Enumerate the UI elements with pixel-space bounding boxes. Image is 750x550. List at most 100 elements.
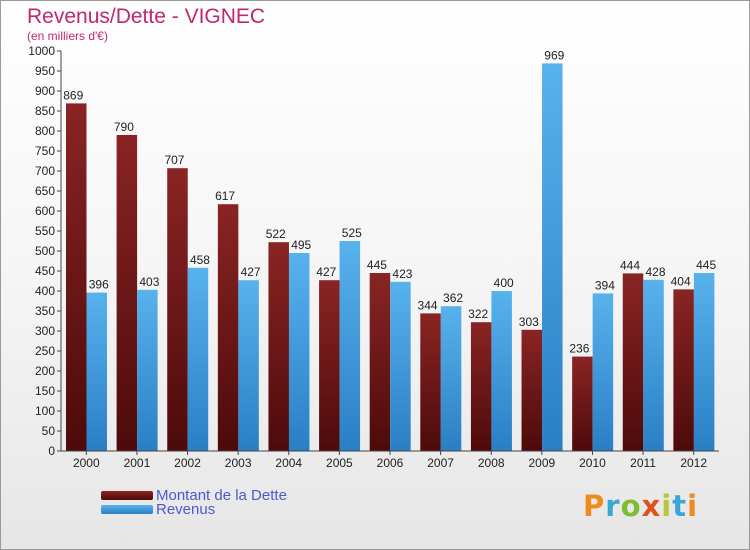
x-tick-label-2011: 2011 bbox=[630, 456, 656, 470]
bar-dette-2002 bbox=[167, 168, 188, 451]
x-tick-label-2002: 2002 bbox=[174, 456, 201, 470]
y-tick-label: 950 bbox=[35, 64, 55, 78]
data-label-revenus-2011: 428 bbox=[646, 265, 666, 279]
y-tick-label: 550 bbox=[35, 224, 55, 238]
y-tick-label: 1000 bbox=[28, 44, 55, 58]
x-tick-label-2010: 2010 bbox=[579, 456, 606, 470]
data-label-revenus-2005: 525 bbox=[342, 226, 362, 240]
bar-revenus-2002 bbox=[187, 267, 209, 451]
data-label-revenus-2003: 427 bbox=[241, 265, 261, 279]
y-tick-label: 300 bbox=[35, 324, 55, 338]
x-tick-label-2003: 2003 bbox=[225, 456, 252, 470]
y-tick-label: 500 bbox=[35, 244, 55, 258]
bar-revenus-2009 bbox=[542, 63, 563, 452]
y-tick-label: 100 bbox=[35, 404, 55, 418]
bar-dette-2004 bbox=[268, 242, 289, 451]
y-tick-label: 650 bbox=[35, 184, 55, 198]
bar-dette-2007 bbox=[420, 313, 441, 451]
bar-dette-2001 bbox=[116, 135, 138, 451]
y-tick-label: 200 bbox=[35, 364, 55, 378]
data-label-revenus-2012: 445 bbox=[696, 258, 716, 272]
legend-swatch-dette bbox=[101, 490, 153, 500]
y-tick-label: 250 bbox=[35, 344, 55, 358]
y-tick-label: 900 bbox=[35, 84, 55, 98]
logo-letter: i bbox=[661, 489, 673, 523]
bar-dette-2000 bbox=[66, 103, 87, 452]
legend-label-dette: Montant de la Dette bbox=[156, 486, 287, 504]
data-label-dette-2010: 236 bbox=[569, 342, 589, 356]
x-tick-label-2009: 2009 bbox=[528, 456, 555, 470]
bar-dette-2006 bbox=[369, 273, 391, 451]
bar-revenus-2001 bbox=[137, 289, 158, 451]
y-tick-label: 750 bbox=[35, 144, 55, 158]
logo-letter: r bbox=[605, 489, 621, 523]
bar-dette-2005 bbox=[319, 280, 340, 451]
bar-dette-2009 bbox=[521, 329, 543, 451]
data-label-revenus-2001: 403 bbox=[139, 275, 159, 289]
x-tick-label-2012: 2012 bbox=[680, 456, 707, 470]
data-label-revenus-2000: 396 bbox=[89, 278, 109, 292]
x-tick-label-2001: 2001 bbox=[124, 456, 151, 470]
logo-letter: i bbox=[687, 489, 699, 523]
legend-item-revenus: Revenus bbox=[101, 500, 216, 518]
data-label-dette-2011: 444 bbox=[620, 258, 640, 272]
bar-revenus-2010 bbox=[592, 293, 614, 451]
data-label-revenus-2007: 362 bbox=[443, 291, 463, 305]
logo-letter: t bbox=[672, 489, 688, 523]
bar-revenus-2012 bbox=[693, 273, 715, 451]
y-tick-label: 450 bbox=[35, 264, 55, 278]
x-tick-label-2008: 2008 bbox=[478, 456, 505, 470]
proxiti-logo: Proxiti bbox=[583, 489, 698, 523]
bar-revenus-2003 bbox=[238, 280, 259, 451]
data-label-revenus-2008: 400 bbox=[494, 276, 514, 290]
bar-revenus-2006 bbox=[390, 281, 411, 451]
data-label-dette-2005: 427 bbox=[316, 265, 336, 279]
y-tick-label: 850 bbox=[35, 104, 55, 118]
data-label-dette-2012: 404 bbox=[671, 274, 691, 288]
legend-label-revenus: Revenus bbox=[156, 500, 216, 518]
logo-letter: x bbox=[641, 489, 662, 523]
bar-dette-2010 bbox=[572, 356, 593, 451]
data-label-dette-2009: 303 bbox=[519, 315, 539, 329]
y-tick-label: 700 bbox=[35, 164, 55, 178]
x-tick-label-2005: 2005 bbox=[326, 456, 353, 470]
legend-item-dette: Montant de la Dette bbox=[101, 486, 287, 504]
x-tick-label-2000: 2000 bbox=[73, 456, 100, 470]
y-tick-label: 400 bbox=[35, 284, 55, 298]
bar-revenus-2004 bbox=[288, 253, 310, 451]
data-label-dette-2002: 707 bbox=[164, 153, 184, 167]
data-label-revenus-2009: 969 bbox=[544, 48, 564, 62]
logo-letter: P bbox=[583, 489, 606, 523]
data-label-dette-2003: 617 bbox=[215, 189, 235, 203]
bar-dette-2008 bbox=[470, 322, 492, 451]
data-label-dette-2004: 522 bbox=[266, 227, 286, 241]
logo-letter: o bbox=[620, 489, 642, 523]
bar-revenus-2007 bbox=[440, 306, 462, 451]
chart-subtitle: (en milliers d'€) bbox=[27, 29, 108, 43]
bar-dette-2012 bbox=[673, 289, 694, 451]
y-tick-label: 800 bbox=[35, 124, 55, 138]
x-tick-label-2004: 2004 bbox=[275, 456, 302, 470]
legend-swatch-revenus bbox=[101, 504, 153, 514]
data-label-revenus-2006: 423 bbox=[392, 267, 412, 281]
x-tick-label-2006: 2006 bbox=[377, 456, 404, 470]
y-tick-label: 150 bbox=[35, 384, 55, 398]
y-tick-label: 600 bbox=[35, 204, 55, 218]
bar-revenus-2005 bbox=[339, 241, 361, 451]
data-label-revenus-2004: 495 bbox=[291, 238, 311, 252]
bar-revenus-2008 bbox=[491, 291, 512, 451]
data-label-dette-2000: 869 bbox=[63, 88, 83, 102]
data-label-revenus-2002: 458 bbox=[190, 253, 210, 267]
y-tick-label: 50 bbox=[42, 424, 56, 438]
data-label-dette-2001: 790 bbox=[114, 120, 134, 134]
x-tick-label-2007: 2007 bbox=[427, 456, 454, 470]
chart-title: Revenus/Dette - VIGNEC bbox=[27, 5, 266, 28]
bar-revenus-2011 bbox=[643, 279, 664, 451]
bar-dette-2003 bbox=[217, 204, 239, 451]
bar-dette-2011 bbox=[622, 273, 644, 451]
data-label-dette-2008: 322 bbox=[468, 307, 488, 321]
y-tick-label: 0 bbox=[48, 444, 55, 458]
data-label-dette-2006: 445 bbox=[367, 258, 387, 272]
